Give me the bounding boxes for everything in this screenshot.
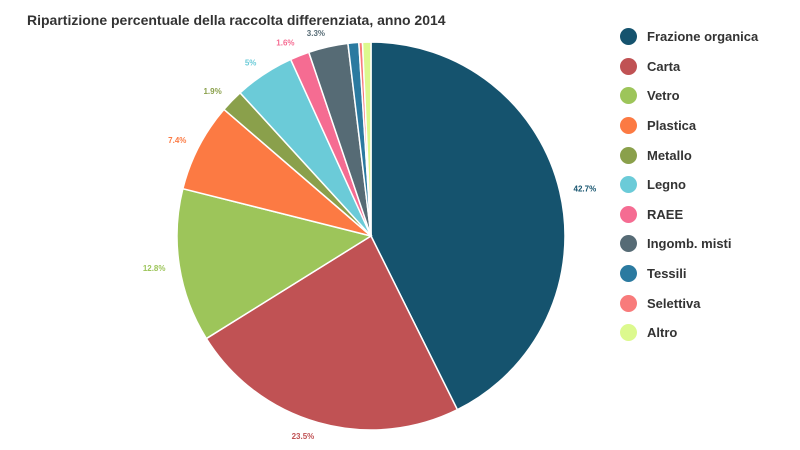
- legend-marker: [620, 205, 637, 223]
- data-label-metallo: 1.9%: [203, 87, 221, 96]
- legend-marker: [620, 324, 637, 342]
- legend-marker: [620, 265, 637, 283]
- legend-label: Carta: [647, 58, 681, 74]
- legend-label: Legno: [647, 177, 686, 193]
- legend-marker: [620, 294, 637, 312]
- pie-slice-frazione-organica[interactable]: [370, 41, 566, 411]
- pie-slice-altro[interactable]: [361, 41, 372, 237]
- data-label-legno: 5%: [245, 58, 257, 67]
- legend-label: Metallo: [647, 147, 692, 163]
- legend-label: Vetro: [647, 88, 680, 104]
- chart-title: Ripartizione percentuale della raccolta …: [27, 12, 446, 28]
- legend-item-altro[interactable]: Altro: [620, 318, 795, 348]
- legend-label: Ingomb. misti: [647, 236, 732, 252]
- pie-labels: 42.7% 23.5% 12.8% 7.4% 1.9% 5% 1.6% 3.3%: [143, 29, 596, 441]
- legend-item-legno[interactable]: Legno: [620, 170, 795, 200]
- legend-marker: [620, 28, 637, 46]
- legend-marker: [620, 57, 637, 75]
- legend-label: RAEE: [647, 206, 684, 222]
- legend-label: Selettiva: [647, 295, 701, 311]
- legend-item-carta[interactable]: Carta: [620, 52, 795, 82]
- pie-slices: [176, 41, 566, 431]
- legend-item-plastica[interactable]: Plastica: [620, 111, 795, 141]
- legend-marker: [620, 176, 637, 194]
- legend-marker: [620, 235, 637, 253]
- legend-marker: [620, 146, 637, 164]
- legend-item-ingomb-misti[interactable]: Ingomb. misti: [620, 229, 795, 259]
- chart-legend: Frazione organica Carta Vetro Plastica Metal…: [620, 22, 795, 348]
- legend-item-metallo[interactable]: Metallo: [620, 140, 795, 170]
- data-label-vetro: 12.8%: [143, 264, 166, 273]
- pie-slice-carta[interactable]: [205, 234, 459, 431]
- legend-item-selettiva[interactable]: Selettiva: [620, 288, 795, 318]
- legend-label: Frazione organica: [647, 29, 759, 45]
- legend-label: Altro: [647, 325, 678, 341]
- legend-label: Tessili: [647, 266, 687, 282]
- legend-marker: [620, 117, 637, 135]
- data-label-carta: 23.5%: [292, 432, 315, 441]
- data-label-ingomb-misti: 3.3%: [307, 29, 325, 38]
- data-label-plastica: 7.4%: [168, 136, 186, 145]
- data-label-frazione-organica: 42.7%: [574, 184, 597, 193]
- legend-item-tessili[interactable]: Tessili: [620, 259, 795, 289]
- legend-item-vetro[interactable]: Vetro: [620, 81, 795, 111]
- legend-item-frazione-organica[interactable]: Frazione organica: [620, 22, 795, 52]
- pie-slice-vetro[interactable]: [176, 187, 373, 340]
- legend-marker: [620, 87, 637, 105]
- legend-item-raee[interactable]: RAEE: [620, 200, 795, 230]
- legend-label: Plastica: [647, 118, 697, 134]
- data-label-raee: 1.6%: [276, 39, 294, 48]
